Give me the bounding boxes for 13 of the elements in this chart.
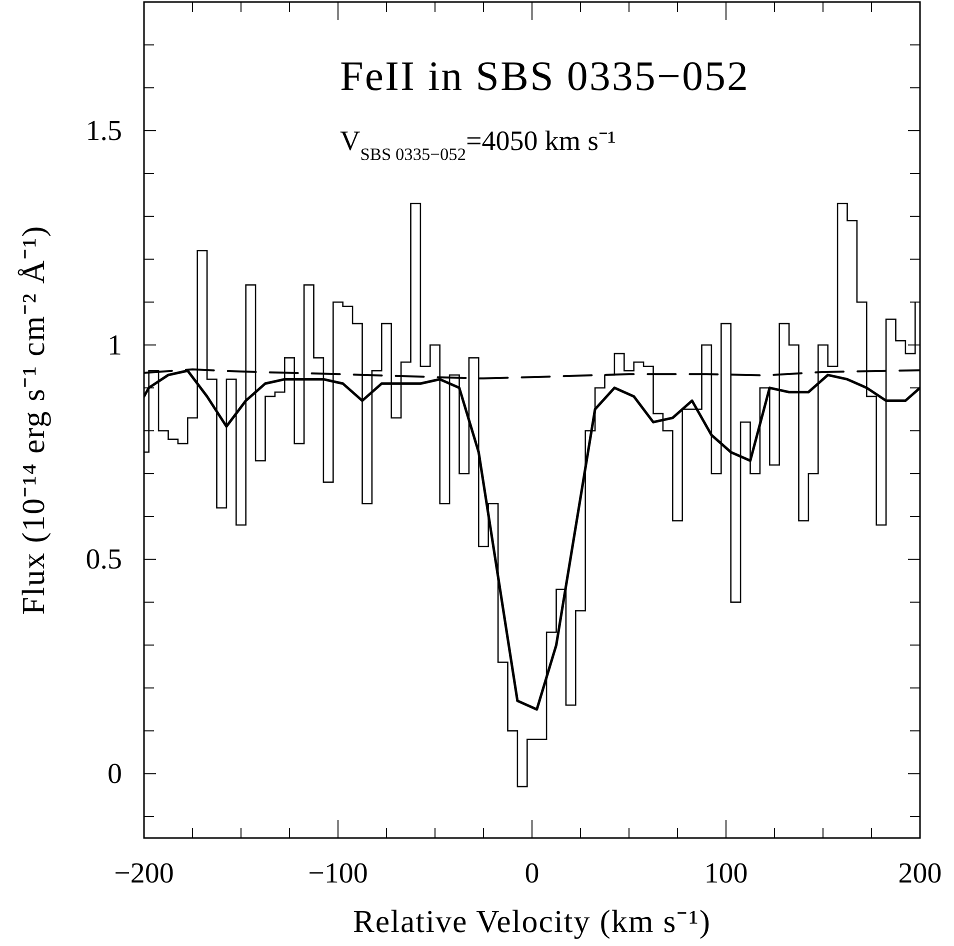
text: FeII in SBS 0335−052: [340, 54, 750, 100]
x-axis-title: Relative Velocity (km s⁻¹): [353, 903, 711, 939]
y-tick-label: 1: [108, 329, 122, 362]
y-tick-label: 0.5: [86, 544, 122, 576]
x-tick-label: −200: [114, 858, 174, 890]
text: V$_{SBS 0335−052}$=4050 km s⁻¹: [340, 126, 616, 164]
x-tick-label: −100: [308, 858, 368, 890]
y-axis-title: Flux (10⁻¹⁴ erg s⁻¹ cm⁻² Å⁻¹): [15, 225, 51, 615]
x-tick-label: 200: [898, 858, 942, 890]
y-tick-label: 0: [108, 758, 122, 790]
x-tick-label: 0: [524, 858, 540, 890]
y-tick-label: 1.5: [86, 114, 122, 147]
x-tick-label: 100: [704, 858, 748, 890]
